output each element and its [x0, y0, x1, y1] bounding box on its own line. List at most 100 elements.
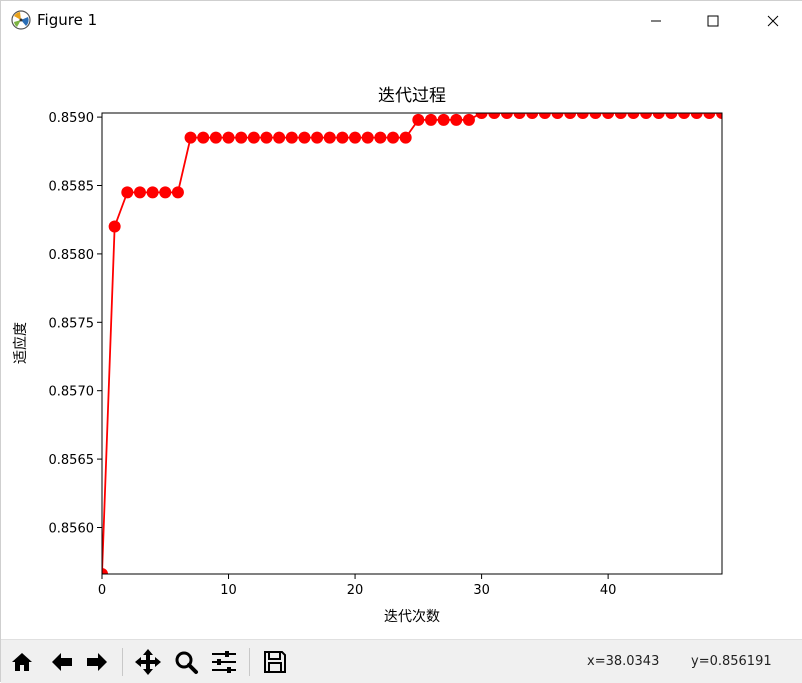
- data-point: [614, 113, 627, 119]
- data-point: [703, 113, 716, 119]
- y-tick-label: 0.8580: [49, 248, 95, 263]
- maximize-button[interactable]: [690, 1, 736, 41]
- data-point: [716, 113, 722, 119]
- back-icon: [52, 653, 72, 671]
- plot-canvas[interactable]: 迭代过程 迭代次数 适应度 0 10 20 30 40 0.8560 0.8565 0.857…: [1, 41, 802, 639]
- back-button[interactable]: [47, 646, 77, 678]
- cursor-y-readout: y=0.856191: [691, 654, 772, 669]
- data-point: [690, 113, 703, 119]
- data-point: [222, 131, 235, 144]
- zoom-button[interactable]: [171, 646, 201, 678]
- data-point: [374, 131, 387, 144]
- y-tick-label: 0.8570: [49, 385, 95, 400]
- x-tick-label: 10: [220, 583, 237, 598]
- x-tick-label: 20: [347, 583, 364, 598]
- data-point: [450, 113, 463, 126]
- forward-button[interactable]: [82, 646, 112, 678]
- data-point: [247, 131, 260, 144]
- y-tick-label: 0.8585: [49, 180, 95, 195]
- x-tick-label: 0: [98, 583, 106, 598]
- data-point: [526, 113, 539, 119]
- data-point: [273, 131, 286, 144]
- x-axis-label: 迭代次数: [384, 609, 440, 625]
- data-point: [349, 131, 362, 144]
- data-point: [121, 186, 134, 199]
- y-axis-label: 适应度: [12, 322, 29, 364]
- navigation-toolbar: x=38.0343 y=0.856191: [1, 639, 802, 683]
- y-tick-label: 0.8565: [49, 453, 95, 468]
- configure-subplots-icon: [212, 651, 236, 673]
- data-point: [488, 113, 501, 119]
- y-tick-label: 0.8560: [49, 521, 95, 536]
- data-point: [311, 131, 324, 144]
- data-point: [551, 113, 564, 119]
- data-point: [462, 113, 475, 126]
- x-tick-label: 40: [600, 583, 617, 598]
- data-point: [209, 131, 222, 144]
- window-title: Figure 1: [37, 11, 98, 29]
- save-button[interactable]: [260, 646, 290, 678]
- matplotlib-icon: [11, 10, 31, 30]
- zoom-icon: [175, 651, 198, 674]
- data-point: [235, 131, 248, 144]
- data-point: [475, 113, 488, 119]
- data-point: [108, 220, 121, 233]
- plot-frame: [101, 112, 723, 575]
- data-point: [627, 113, 640, 119]
- data-point: [437, 113, 450, 126]
- data-point: [146, 186, 159, 199]
- data-point: [133, 186, 146, 199]
- data-point: [678, 113, 691, 119]
- home-icon: [12, 653, 32, 671]
- data-point: [102, 568, 108, 574]
- close-icon: [767, 15, 779, 27]
- data-point: [665, 113, 678, 119]
- minimize-button[interactable]: [633, 1, 679, 41]
- x-tick-label: 30: [473, 583, 490, 598]
- data-point: [387, 131, 400, 144]
- line-chart: 迭代过程 迭代次数 适应度 0 10 20 30 40 0.8560 0.8565 0.857…: [12, 86, 723, 625]
- data-point: [260, 131, 273, 144]
- data-point: [323, 131, 336, 144]
- data-point: [564, 113, 577, 119]
- data-point: [159, 186, 172, 199]
- data-point: [538, 113, 551, 119]
- y-tick-label: 0.8590: [49, 111, 95, 126]
- data-point: [576, 113, 589, 119]
- data-point: [361, 131, 374, 144]
- data-point: [602, 113, 615, 119]
- data-point: [285, 131, 298, 144]
- data-point: [589, 113, 602, 119]
- minimize-icon: [651, 20, 661, 22]
- axis-ticks: 0 10 20 30 40 0.8560 0.8565 0.8570 0.8575 0.8580 0…: [49, 111, 617, 598]
- data-point: [399, 131, 412, 144]
- close-button[interactable]: [750, 1, 796, 41]
- y-tick-label: 0.8575: [49, 316, 95, 331]
- data-series: [102, 113, 722, 574]
- chart-title: 迭代过程: [378, 86, 446, 106]
- maximize-icon: [707, 15, 719, 27]
- cursor-x-readout: x=38.0343: [587, 654, 660, 669]
- save-icon: [264, 651, 286, 673]
- title-bar[interactable]: Figure 1: [1, 1, 802, 41]
- toolbar-separator: [122, 648, 123, 676]
- series-line: [102, 113, 722, 574]
- home-button[interactable]: [7, 646, 37, 678]
- data-point: [184, 131, 197, 144]
- data-point: [640, 113, 653, 119]
- pan-icon: [135, 649, 161, 675]
- data-point: [500, 113, 513, 119]
- data-point: [424, 113, 437, 126]
- data-point: [652, 113, 665, 119]
- data-point: [171, 186, 184, 199]
- forward-icon: [87, 653, 107, 671]
- data-point: [298, 131, 311, 144]
- data-point: [336, 131, 349, 144]
- data-point: [412, 113, 425, 126]
- pan-button[interactable]: [133, 646, 163, 678]
- data-point: [513, 113, 526, 119]
- toolbar-separator: [249, 648, 250, 676]
- configure-subplots-button[interactable]: [209, 646, 239, 678]
- data-point: [197, 131, 210, 144]
